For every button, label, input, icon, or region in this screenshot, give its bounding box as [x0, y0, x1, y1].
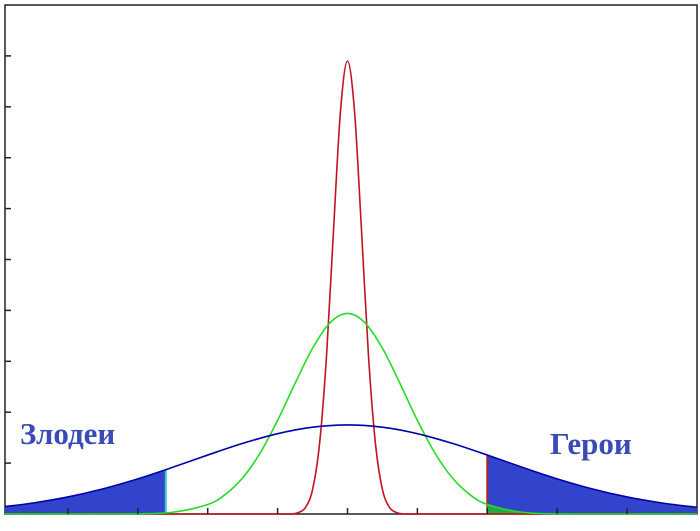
- shaded-area: [2, 469, 166, 514]
- curve: [4, 424, 698, 509]
- shaded-area: [484, 503, 700, 515]
- shaded-area: [484, 454, 700, 514]
- curves: [4, 60, 698, 515]
- ticks: [5, 55, 628, 514]
- shaded-areas: [2, 454, 700, 515]
- annotation: Герои: [550, 426, 632, 461]
- curve: [4, 312, 698, 515]
- annotation: Злодеи: [20, 416, 115, 451]
- curve: [4, 60, 697, 515]
